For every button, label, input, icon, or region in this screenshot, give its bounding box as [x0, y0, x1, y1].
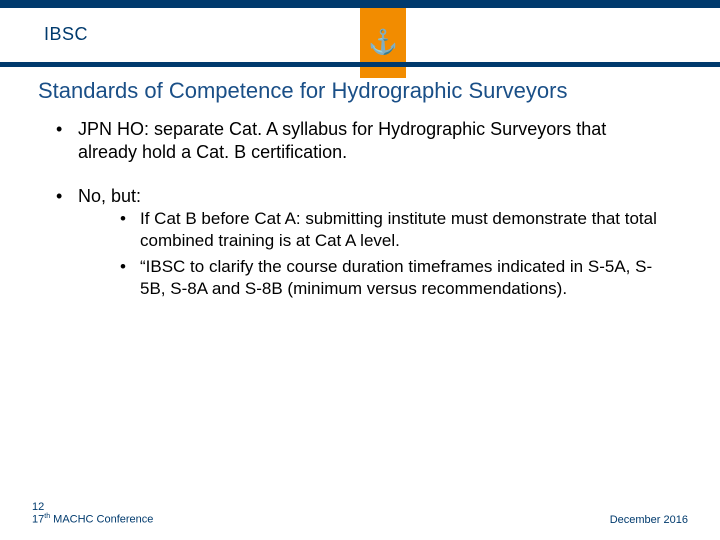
- decorative-top-bar: [0, 0, 720, 8]
- footer-date: December 2016: [610, 514, 688, 526]
- page-number: 12: [32, 501, 153, 513]
- footer-left-block: 12 17th MACHC Conference: [32, 501, 153, 526]
- slide-body: JPN HO: separate Cat. A syllabus for Hyd…: [50, 118, 670, 321]
- footer-conference: 17th MACHC Conference: [32, 513, 153, 526]
- anchor-icon: ⚓: [368, 31, 398, 55]
- slide-footer: 12 17th MACHC Conference December 2016: [32, 501, 688, 526]
- sub-bullet-item: If Cat B before Cat A: submitting instit…: [118, 208, 670, 252]
- sub-bullet-text: If Cat B before Cat A: submitting instit…: [140, 209, 657, 250]
- bullet-text: JPN HO: separate Cat. A syllabus for Hyd…: [78, 119, 606, 162]
- slide-title: Standards of Competence for Hydrographic…: [38, 78, 698, 104]
- header-label: IBSC: [44, 24, 88, 45]
- sub-bullet-list: If Cat B before Cat A: submitting instit…: [118, 208, 670, 300]
- bullet-item: No, but: If Cat B before Cat A: submitti…: [50, 185, 670, 301]
- sub-bullet-item: “IBSC to clarify the course duration tim…: [118, 256, 670, 300]
- logo-badge: ⚓: [360, 8, 406, 78]
- sub-bullet-text: “IBSC to clarify the course duration tim…: [140, 257, 652, 298]
- bullet-item: JPN HO: separate Cat. A syllabus for Hyd…: [50, 118, 670, 165]
- slide: IBSC ⚓ Standards of Competence for Hydro…: [0, 0, 720, 540]
- bullet-text: No, but:: [78, 186, 141, 206]
- decorative-header-rule: [0, 62, 720, 67]
- slide-header: IBSC ⚓: [0, 8, 720, 62]
